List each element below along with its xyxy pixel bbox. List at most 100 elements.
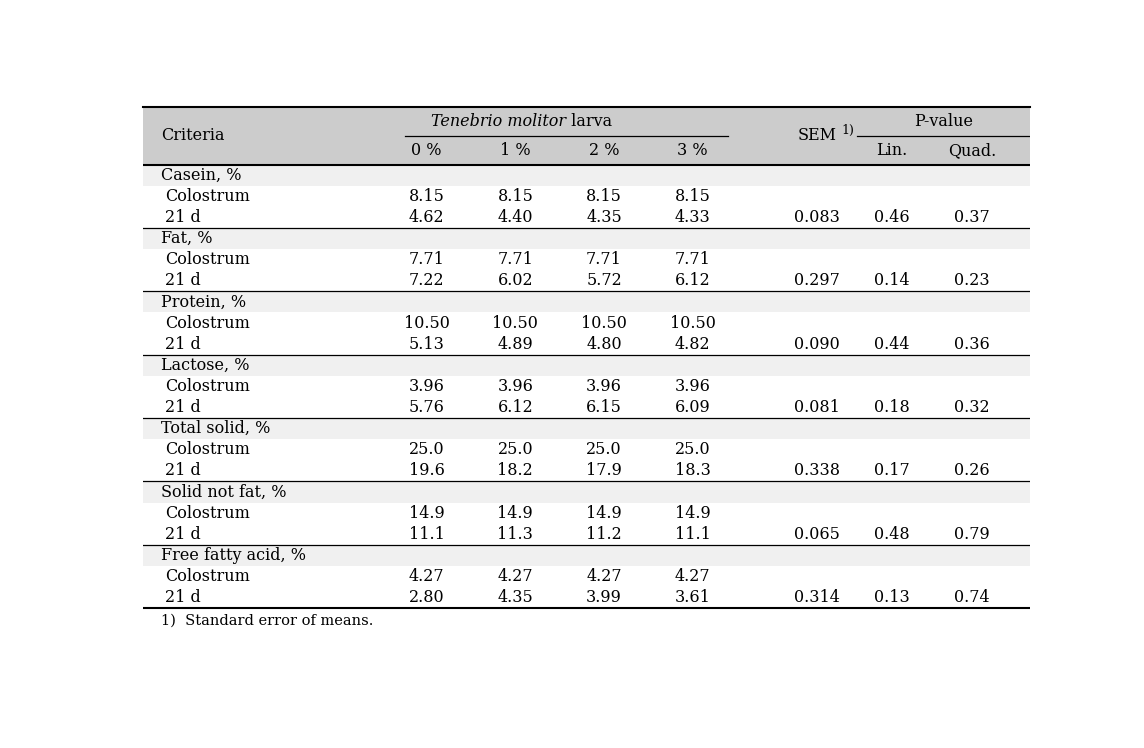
- Bar: [143, 207, 1030, 228]
- Text: 3 %: 3 %: [677, 142, 708, 159]
- Text: 0.081: 0.081: [794, 399, 840, 416]
- Text: 4.62: 4.62: [408, 209, 445, 226]
- Text: 3.61: 3.61: [675, 589, 710, 606]
- Text: 19.6: 19.6: [408, 462, 445, 479]
- Text: 6.02: 6.02: [498, 272, 533, 289]
- Text: 6.15: 6.15: [586, 399, 622, 416]
- Text: 4.35: 4.35: [498, 589, 533, 606]
- Bar: [143, 249, 1030, 270]
- Text: Protein, %: Protein, %: [160, 293, 246, 310]
- Text: 0.090: 0.090: [794, 336, 840, 352]
- Text: 11.3: 11.3: [498, 526, 533, 543]
- Text: 2 %: 2 %: [589, 142, 619, 159]
- Text: 14.9: 14.9: [675, 505, 710, 521]
- Text: 18.2: 18.2: [498, 462, 533, 479]
- Text: 0.46: 0.46: [874, 209, 909, 226]
- Text: 4.27: 4.27: [408, 568, 445, 585]
- Bar: [143, 545, 1030, 566]
- Text: 0.37: 0.37: [954, 209, 990, 226]
- Text: Total solid, %: Total solid, %: [160, 420, 270, 437]
- Text: 0.48: 0.48: [874, 526, 909, 543]
- Text: 8.15: 8.15: [586, 188, 622, 205]
- Text: 21 d: 21 d: [165, 336, 201, 352]
- Text: 1)  Standard error of means.: 1) Standard error of means.: [160, 614, 373, 628]
- Text: 4.80: 4.80: [586, 336, 622, 352]
- Text: Lin.: Lin.: [876, 142, 908, 159]
- Text: 8.15: 8.15: [498, 188, 533, 205]
- Text: 21 d: 21 d: [165, 399, 201, 416]
- Text: 0.17: 0.17: [874, 462, 911, 479]
- Text: 11.2: 11.2: [586, 526, 622, 543]
- Text: 14.9: 14.9: [498, 505, 533, 521]
- Text: 0.065: 0.065: [794, 526, 840, 543]
- Text: 21 d: 21 d: [165, 462, 201, 479]
- Text: 4.35: 4.35: [586, 209, 622, 226]
- Bar: [143, 270, 1030, 292]
- Text: 1 %: 1 %: [500, 142, 531, 159]
- Text: 6.09: 6.09: [675, 399, 710, 416]
- Text: 25.0: 25.0: [408, 441, 445, 459]
- Text: 0.36: 0.36: [954, 336, 990, 352]
- Bar: [143, 375, 1030, 397]
- Text: 3.96: 3.96: [586, 378, 622, 395]
- Text: 0.338: 0.338: [794, 462, 840, 479]
- Text: 3.96: 3.96: [498, 378, 533, 395]
- Text: 0 %: 0 %: [412, 142, 442, 159]
- Text: 7.71: 7.71: [498, 251, 533, 269]
- Bar: [143, 292, 1030, 313]
- Text: larva: larva: [566, 113, 612, 130]
- Bar: [143, 566, 1030, 587]
- Text: 3.99: 3.99: [586, 589, 622, 606]
- Text: 7.71: 7.71: [586, 251, 622, 269]
- Text: Colostrum: Colostrum: [165, 378, 251, 395]
- Bar: [143, 313, 1030, 334]
- Bar: [143, 107, 1030, 165]
- Text: 8.15: 8.15: [675, 188, 710, 205]
- Text: 14.9: 14.9: [408, 505, 445, 521]
- Text: Quad.: Quad.: [948, 142, 996, 159]
- Text: 5.13: 5.13: [408, 336, 445, 352]
- Text: 1): 1): [842, 123, 855, 137]
- Bar: [143, 587, 1030, 608]
- Text: 3.96: 3.96: [408, 378, 445, 395]
- Text: Solid not fat, %: Solid not fat, %: [160, 483, 286, 500]
- Text: Colostrum: Colostrum: [165, 251, 251, 269]
- Text: Colostrum: Colostrum: [165, 505, 251, 521]
- Bar: [143, 418, 1030, 439]
- Text: 5.72: 5.72: [586, 272, 622, 289]
- Bar: [143, 460, 1030, 482]
- Text: Tenebrio molitor: Tenebrio molitor: [431, 113, 566, 130]
- Text: 0.297: 0.297: [794, 272, 840, 289]
- Text: 0.74: 0.74: [954, 589, 990, 606]
- Text: 0.18: 0.18: [874, 399, 911, 416]
- Bar: [143, 439, 1030, 460]
- Bar: [143, 397, 1030, 418]
- Text: 25.0: 25.0: [498, 441, 533, 459]
- Text: Free fatty acid, %: Free fatty acid, %: [160, 547, 305, 564]
- Text: 0.32: 0.32: [954, 399, 990, 416]
- Bar: [143, 228, 1030, 249]
- Text: 0.14: 0.14: [874, 272, 909, 289]
- Text: 17.9: 17.9: [586, 462, 622, 479]
- Text: 0.13: 0.13: [874, 589, 911, 606]
- Text: 10.50: 10.50: [581, 315, 627, 331]
- Text: 0.79: 0.79: [954, 526, 990, 543]
- Text: 8.15: 8.15: [408, 188, 445, 205]
- Bar: [143, 355, 1030, 375]
- Text: Colostrum: Colostrum: [165, 568, 251, 585]
- Text: 10.50: 10.50: [404, 315, 450, 331]
- Bar: [143, 334, 1030, 355]
- Text: 4.40: 4.40: [498, 209, 533, 226]
- Text: 6.12: 6.12: [675, 272, 710, 289]
- Text: SEM: SEM: [797, 127, 836, 144]
- Text: 14.9: 14.9: [586, 505, 622, 521]
- Text: 0.23: 0.23: [954, 272, 990, 289]
- Text: 0.083: 0.083: [794, 209, 840, 226]
- Text: 25.0: 25.0: [586, 441, 622, 459]
- Text: 2.80: 2.80: [408, 589, 445, 606]
- Text: 21 d: 21 d: [165, 272, 201, 289]
- Text: Colostrum: Colostrum: [165, 441, 251, 459]
- Text: Colostrum: Colostrum: [165, 188, 251, 205]
- Text: 7.71: 7.71: [675, 251, 710, 269]
- Text: Colostrum: Colostrum: [165, 315, 251, 331]
